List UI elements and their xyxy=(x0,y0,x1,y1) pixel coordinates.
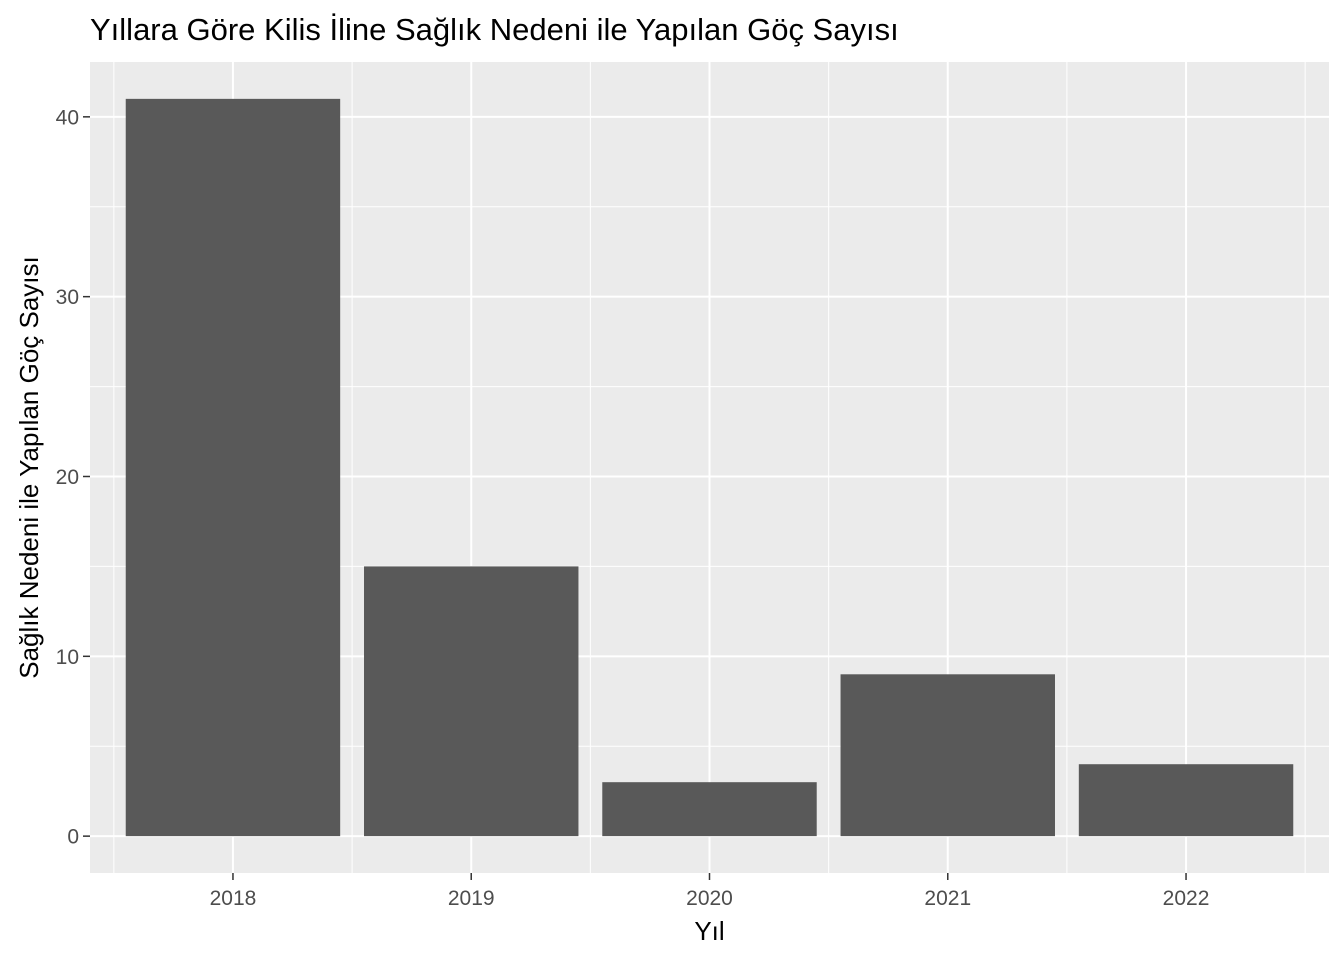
bar-2020 xyxy=(602,782,817,837)
x-axis-title: Yıl xyxy=(694,916,724,946)
bar-2018 xyxy=(125,98,341,837)
y-axis-title: Sağlık Nedeni ile Yapılan Göç Sayısı xyxy=(14,256,44,679)
x-tick-label: 2022 xyxy=(1163,887,1210,910)
bar-2021 xyxy=(840,674,1055,837)
bar-2019 xyxy=(364,566,579,837)
y-tick-label: 10 xyxy=(56,646,79,669)
bar-2022 xyxy=(1078,764,1294,837)
x-tick-label: 2018 xyxy=(210,887,257,910)
x-tick-label: 2020 xyxy=(686,887,733,910)
y-axis: 0 10 20 30 40 xyxy=(56,106,90,849)
x-axis: 2018 2019 2020 2021 2022 xyxy=(210,873,1210,910)
chart-title: Yıllara Göre Kilis İline Sağlık Nedeni i… xyxy=(90,12,899,47)
x-tick-label: 2019 xyxy=(448,887,495,910)
y-tick-label: 0 xyxy=(67,826,79,849)
y-tick-label: 40 xyxy=(56,106,79,129)
bars xyxy=(125,98,1294,837)
y-tick-label: 30 xyxy=(56,286,79,309)
y-tick-label: 20 xyxy=(56,466,79,489)
x-tick-label: 2021 xyxy=(924,887,971,910)
